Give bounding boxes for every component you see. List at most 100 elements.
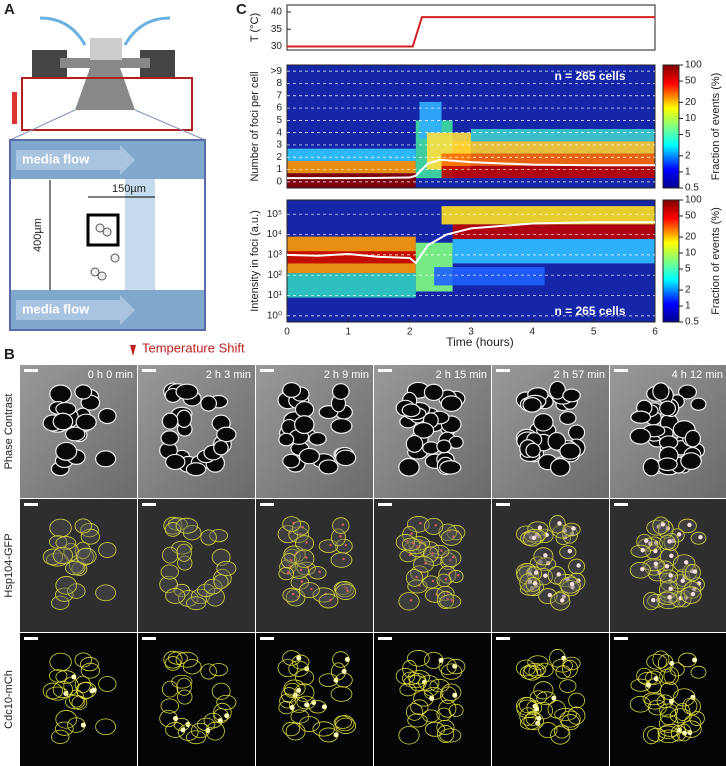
cell-outline — [527, 655, 549, 670]
timestamp: 2 h 15 min — [436, 369, 487, 381]
scale-bar — [24, 637, 38, 640]
cell-outline — [663, 666, 680, 685]
cell — [294, 415, 315, 435]
cell-outline — [533, 681, 554, 700]
cell-outline — [446, 524, 466, 541]
septin — [321, 704, 327, 710]
y-tick-label: 10⁰ — [267, 311, 282, 322]
heatmap-cell — [287, 273, 416, 298]
focus — [289, 558, 293, 562]
scale-bar — [496, 503, 510, 506]
focus — [434, 524, 437, 527]
cell-outline — [683, 581, 702, 599]
focus — [288, 564, 291, 568]
focus — [310, 587, 313, 591]
cell-outline — [439, 728, 462, 743]
cell-outline — [520, 665, 539, 680]
trap — [86, 213, 120, 247]
septin — [692, 657, 698, 663]
focus — [431, 552, 435, 555]
tubing — [39, 16, 171, 46]
cell-outline — [522, 665, 542, 681]
focus — [640, 567, 645, 572]
septin — [296, 687, 302, 693]
cell-outline — [547, 700, 566, 719]
timestamp: 4 h 12 min — [672, 369, 723, 381]
cell — [52, 412, 74, 431]
cell-outline — [65, 560, 86, 576]
cell-outline — [279, 559, 297, 575]
septin — [551, 695, 557, 701]
plot-frame — [286, 64, 656, 189]
cell — [55, 441, 78, 461]
scale-bar — [378, 637, 392, 640]
cell-outline — [629, 695, 651, 713]
cell — [95, 450, 117, 468]
focus — [406, 539, 409, 543]
cell-outline — [660, 681, 679, 701]
cell — [331, 383, 350, 400]
cell — [185, 462, 207, 477]
focus — [299, 568, 303, 572]
scale-bar — [260, 369, 274, 372]
timestamp: 0 h 0 min — [88, 369, 133, 381]
cell-outline — [63, 542, 79, 562]
colorbar-tick-label: 100 — [685, 60, 702, 71]
cell-outline — [523, 712, 544, 731]
focus — [680, 578, 685, 583]
cell — [401, 403, 421, 418]
y-tick-label: 30 — [271, 41, 283, 52]
micrograph — [256, 499, 373, 632]
cell-outline — [538, 722, 558, 739]
cell-outline — [407, 579, 428, 594]
cell — [160, 430, 180, 446]
cell-outline — [522, 531, 542, 547]
focus — [341, 523, 345, 526]
focus — [431, 579, 435, 583]
focus — [446, 597, 449, 601]
focus — [287, 571, 290, 574]
row-label: Hsp104-GFP — [3, 533, 15, 597]
septin — [681, 730, 687, 736]
focus — [410, 532, 413, 535]
cell-outline — [164, 656, 182, 671]
cell — [412, 422, 435, 439]
cell-outline — [185, 596, 207, 611]
x-tick-label: 5 — [591, 327, 597, 338]
y-tick-label: 5 — [276, 115, 282, 126]
cell — [548, 380, 566, 400]
heatmap-cell — [471, 128, 655, 142]
cell — [436, 439, 452, 454]
cell-outline — [550, 726, 571, 745]
cell-outline — [407, 516, 430, 533]
cell-outline — [567, 706, 586, 725]
cell-outline — [203, 578, 223, 595]
cell-outline — [436, 724, 455, 743]
focus — [305, 556, 308, 559]
colorbar-tick-label: 10 — [685, 113, 697, 124]
septin — [304, 702, 310, 708]
cell — [335, 449, 357, 467]
cell — [533, 413, 554, 432]
cell-outline — [164, 522, 182, 537]
cell-outline — [645, 670, 663, 685]
cell-outline — [538, 588, 558, 605]
focus — [669, 553, 674, 558]
cell-outline — [405, 569, 424, 587]
y-tick-label: 40 — [271, 7, 283, 18]
septin — [224, 713, 230, 719]
focus — [687, 522, 692, 528]
cell — [318, 459, 339, 475]
cell-outline — [177, 689, 193, 705]
focus — [440, 549, 443, 552]
cell-outline — [659, 569, 679, 584]
device-chamber — [90, 38, 122, 60]
focus — [683, 560, 689, 565]
cell-outline — [438, 699, 457, 718]
y-tick-label: 10² — [268, 270, 283, 281]
focus — [644, 538, 649, 543]
cell — [398, 457, 420, 477]
cell-outline — [559, 710, 581, 728]
cell-outline — [200, 529, 217, 546]
